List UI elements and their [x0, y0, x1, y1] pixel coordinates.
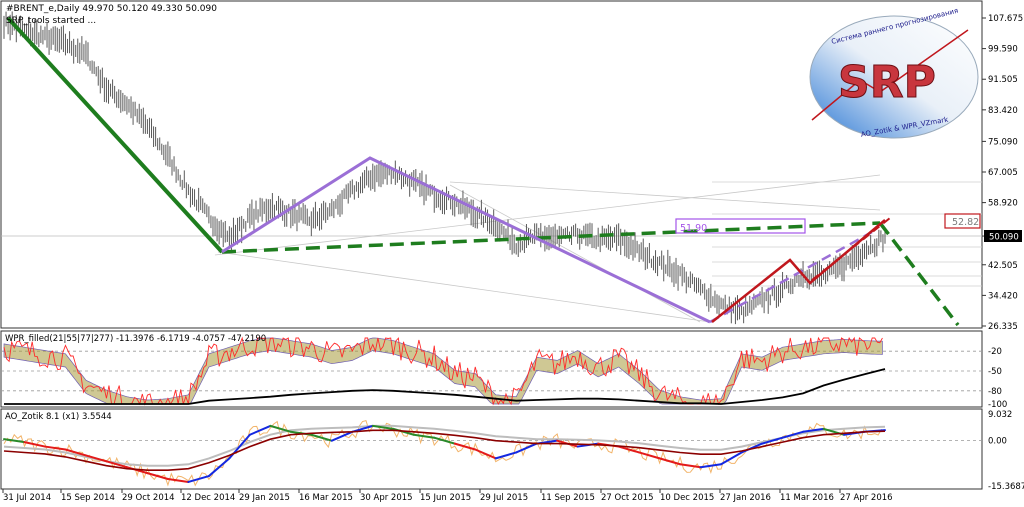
- last-price-marker: [984, 230, 1022, 242]
- status-line: SRP_tools started ...: [6, 16, 96, 26]
- ao-signal-line: [3, 429, 886, 472]
- ao-main-segment: [474, 448, 497, 460]
- ao-main-segment: [43, 445, 67, 451]
- x-axis-tick-label: 29 Jul 2015: [480, 493, 528, 503]
- ao-main-segment: [105, 460, 128, 469]
- wpr-title: WPR_filled(21|55|77|277) -11.3976 -6.171…: [5, 334, 266, 344]
- x-axis-tick-label: 12 Dec 2014: [181, 493, 235, 503]
- ao-main-segment: [248, 424, 272, 436]
- price-y-tick-label: 83.420: [988, 106, 1018, 116]
- ao-main-segment: [515, 442, 538, 454]
- wpr-y-tick-label: -80: [988, 387, 1002, 397]
- ao-pane[interactable]: [0, 408, 983, 490]
- x-axis-tick-label: 11 Sep 2015: [541, 493, 595, 503]
- green-neckline[interactable]: [221, 221, 881, 254]
- last-price-label: 50.090: [989, 233, 1019, 243]
- ao-main-segment: [371, 424, 395, 430]
- price-y-tick-label: 58.920: [988, 199, 1018, 209]
- ao-series: [1, 419, 982, 487]
- price-y-tick-label: 99.590: [988, 45, 1018, 55]
- wpr-y-tick-label: -20: [988, 347, 1002, 357]
- x-axis-tick-label: 29 Oct 2014: [122, 493, 175, 503]
- ao-main-segment: [330, 430, 354, 442]
- price-y-tick-label: 26.335: [988, 322, 1018, 332]
- srp-logo: Система раннего прогнозирования SRP AO_Z…: [809, 7, 979, 139]
- logo-arrow-icon: [811, 29, 969, 121]
- wpr-fast-line: [3, 336, 883, 406]
- ao-y-tick-label: -15.3687: [988, 482, 1024, 492]
- ao-main-segment: [720, 451, 743, 466]
- level-box-label: 51.90: [680, 223, 707, 234]
- ao-main-segment: [617, 445, 641, 454]
- axes: 107.675 99.590 91.505 83.420 75.090 67.005 58.…: [2, 14, 1024, 503]
- ao-main-segment: [84, 454, 108, 463]
- x-axis-tick-label: 10 Dec 2015: [660, 493, 714, 503]
- price-y-tick-label: 34.420: [988, 291, 1018, 301]
- ao-main-segment: [23, 441, 46, 448]
- dotted-guide-lines: [1, 174, 982, 323]
- ao-main-segment: [187, 475, 210, 483]
- red-dashed-line[interactable]: [811, 217, 891, 281]
- price-y-tick-label: 75.090: [988, 137, 1018, 147]
- ao-main-segment: [207, 457, 231, 478]
- ao-main-segment: [269, 424, 292, 433]
- ao-main-segment: [310, 433, 333, 442]
- ao-main-segment: [433, 436, 456, 445]
- guide-line: [449, 184, 701, 323]
- ao-main-segment: [802, 427, 825, 433]
- ao-main-segment: [699, 463, 723, 469]
- price-label-box[interactable]: [944, 213, 981, 229]
- x-axis-tick-label: 27 Apr 2016: [840, 493, 893, 503]
- wpr-y-tick-label: -100: [988, 400, 1007, 410]
- ao-main-segment: [781, 430, 805, 439]
- x-axis-tick-label: 27 Oct 2015: [601, 493, 654, 503]
- ao-main-segment: [166, 478, 190, 483]
- guide-line: [449, 181, 881, 211]
- wpr-slow-line: [4, 368, 886, 405]
- x-axis-tick-label: 15 Jun 2015: [420, 493, 471, 503]
- x-axis-tick-label: 31 Jul 2014: [3, 493, 51, 503]
- ao-main-segment: [658, 457, 682, 466]
- x-axis-tick-label: 15 Sep 2014: [61, 493, 115, 503]
- ao-main-segment: [494, 451, 518, 460]
- ao-grey-line: [3, 424, 886, 467]
- price-y-tick-label: 107.675: [988, 14, 1023, 24]
- ao-main-segment: [679, 463, 702, 469]
- wpr-y-tick-label: -50: [988, 367, 1002, 377]
- guide-line: [217, 251, 711, 323]
- ao-main-segment: [64, 448, 87, 457]
- ao-main-segment: [3, 438, 26, 444]
- ao-main-segment: [146, 472, 169, 481]
- x-axis-tick-label: 30 Apr 2015: [360, 493, 413, 503]
- wpr-series: [1, 336, 982, 406]
- x-axis-tick-label: 16 Mar 2015: [299, 493, 353, 503]
- chart-symbol-header: #BRENT_e,Daily 49.970 50.120 49.330 50.0…: [6, 4, 217, 14]
- purple-wave-line[interactable]: [221, 156, 711, 324]
- x-axis-tick-label: 29 Jan 2015: [239, 493, 290, 503]
- guide-line: [214, 174, 881, 256]
- ao-title: AO_Zotik 8.1 (x1) 3.5544: [5, 412, 112, 422]
- trend-lines[interactable]: [6, 16, 960, 327]
- ao-main-segment: [638, 451, 661, 460]
- price-y-tick-label: 91.505: [988, 75, 1018, 85]
- logo-title: SRP: [838, 57, 936, 108]
- price-label-text: 52.82: [952, 217, 979, 228]
- x-axis-tick-label: 11 Mar 2016: [780, 493, 834, 503]
- x-axis-tick-label: 27 Jan 2016: [720, 493, 771, 503]
- ao-main-segment: [453, 442, 477, 451]
- level-box-51-90[interactable]: [675, 218, 806, 234]
- price-y-tick-label: 42.505: [988, 261, 1018, 271]
- ao-y-tick-label: 0.00: [988, 437, 1007, 447]
- ao-main-segment: [412, 433, 436, 439]
- price-y-tick-label: 67.005: [988, 168, 1018, 178]
- ao-y-tick-label: 9.032: [988, 410, 1012, 420]
- green-projection-line[interactable]: [878, 221, 960, 327]
- ao-main-segment: [761, 436, 784, 445]
- green-downtrend-line[interactable]: [6, 16, 224, 254]
